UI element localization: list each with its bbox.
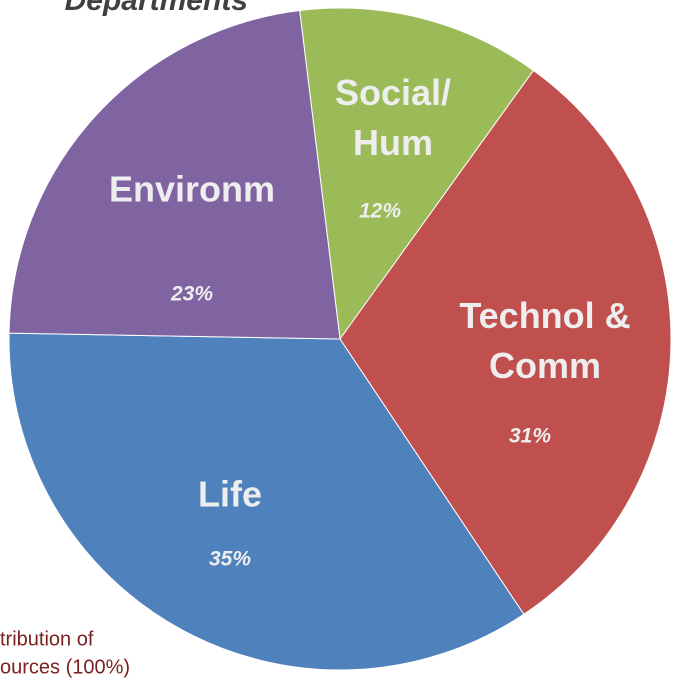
pie-slice xyxy=(8,332,525,671)
pie-slice xyxy=(8,9,341,340)
value-label: 23% xyxy=(170,283,213,306)
pie xyxy=(8,7,672,671)
value-label: 31% xyxy=(509,425,551,448)
pie-slice xyxy=(339,69,672,615)
note: tribution of xyxy=(0,628,94,650)
value-label: 35% xyxy=(209,548,251,571)
chart-title: Departments xyxy=(65,0,248,17)
pie-slice xyxy=(299,7,535,341)
value-label: 12% xyxy=(359,200,401,223)
slice-label: Social/Hum xyxy=(335,72,451,163)
slice-label: Life xyxy=(198,474,262,515)
slice-label: Technol & Comm xyxy=(459,295,630,386)
slice-label: Environm xyxy=(109,169,275,210)
note: ources (100%) xyxy=(0,656,130,678)
